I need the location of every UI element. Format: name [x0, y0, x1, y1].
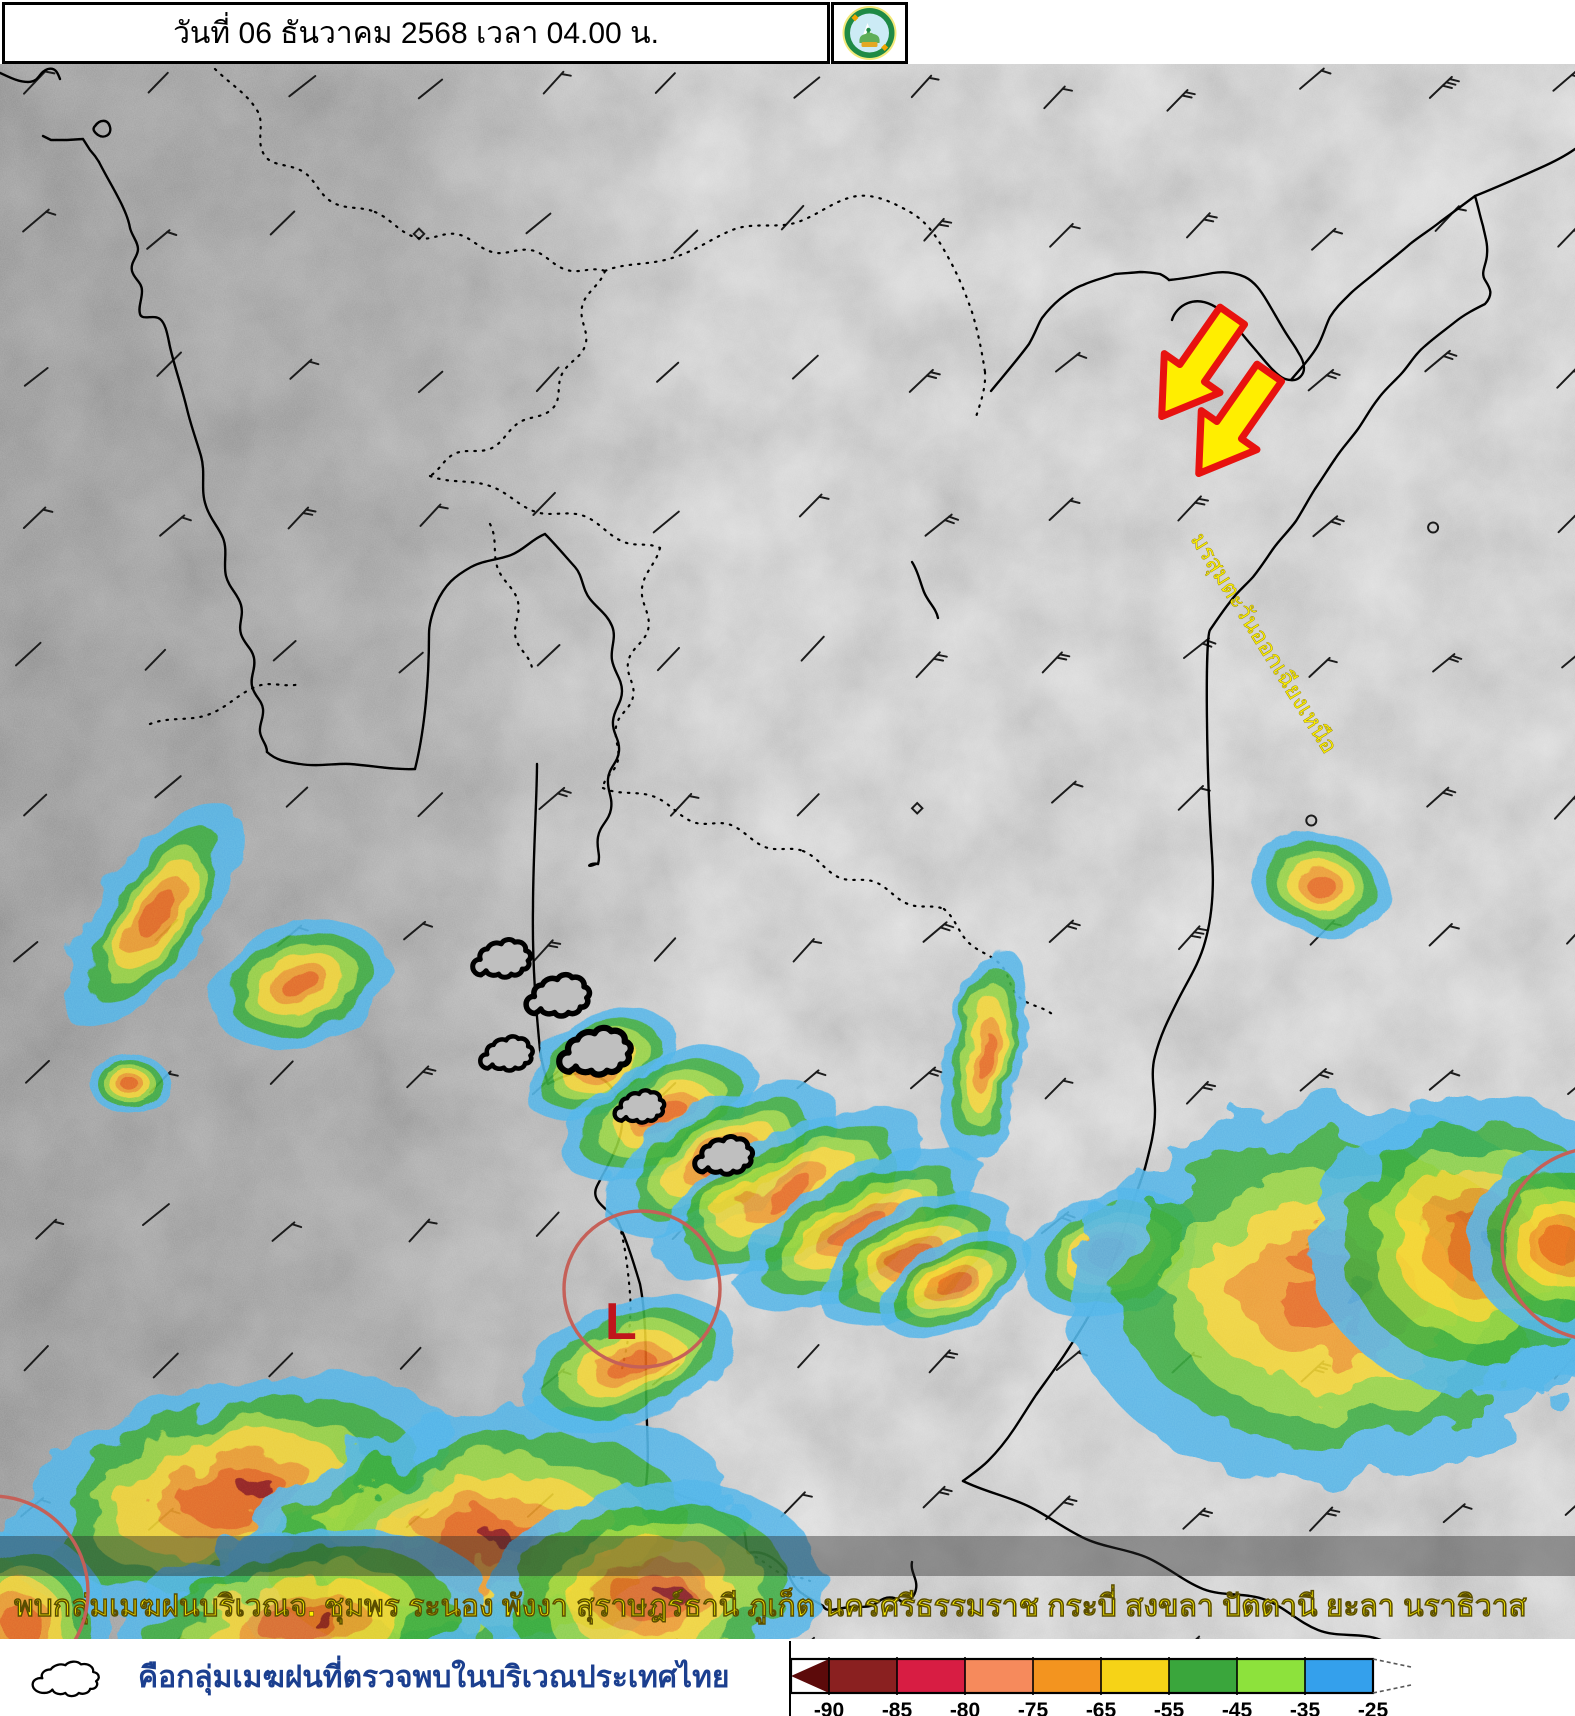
svg-text:-75: -75: [1018, 1699, 1049, 1716]
svg-text:-35: -35: [1290, 1699, 1321, 1716]
svg-text:-85: -85: [882, 1699, 913, 1716]
svg-text:-25: -25: [1358, 1699, 1389, 1716]
svg-text:-90: -90: [814, 1699, 844, 1716]
svg-text:คือกลุ่มเมฆฝนที่ตรวจพบในบริเวณ: คือกลุ่มเมฆฝนที่ตรวจพบในบริเวณประเทศไทย: [138, 1655, 729, 1696]
svg-text:-55: -55: [1154, 1699, 1185, 1716]
svg-text:-65: -65: [1086, 1699, 1117, 1716]
svg-text:-45: -45: [1222, 1699, 1253, 1716]
svg-text:-80: -80: [950, 1699, 980, 1716]
